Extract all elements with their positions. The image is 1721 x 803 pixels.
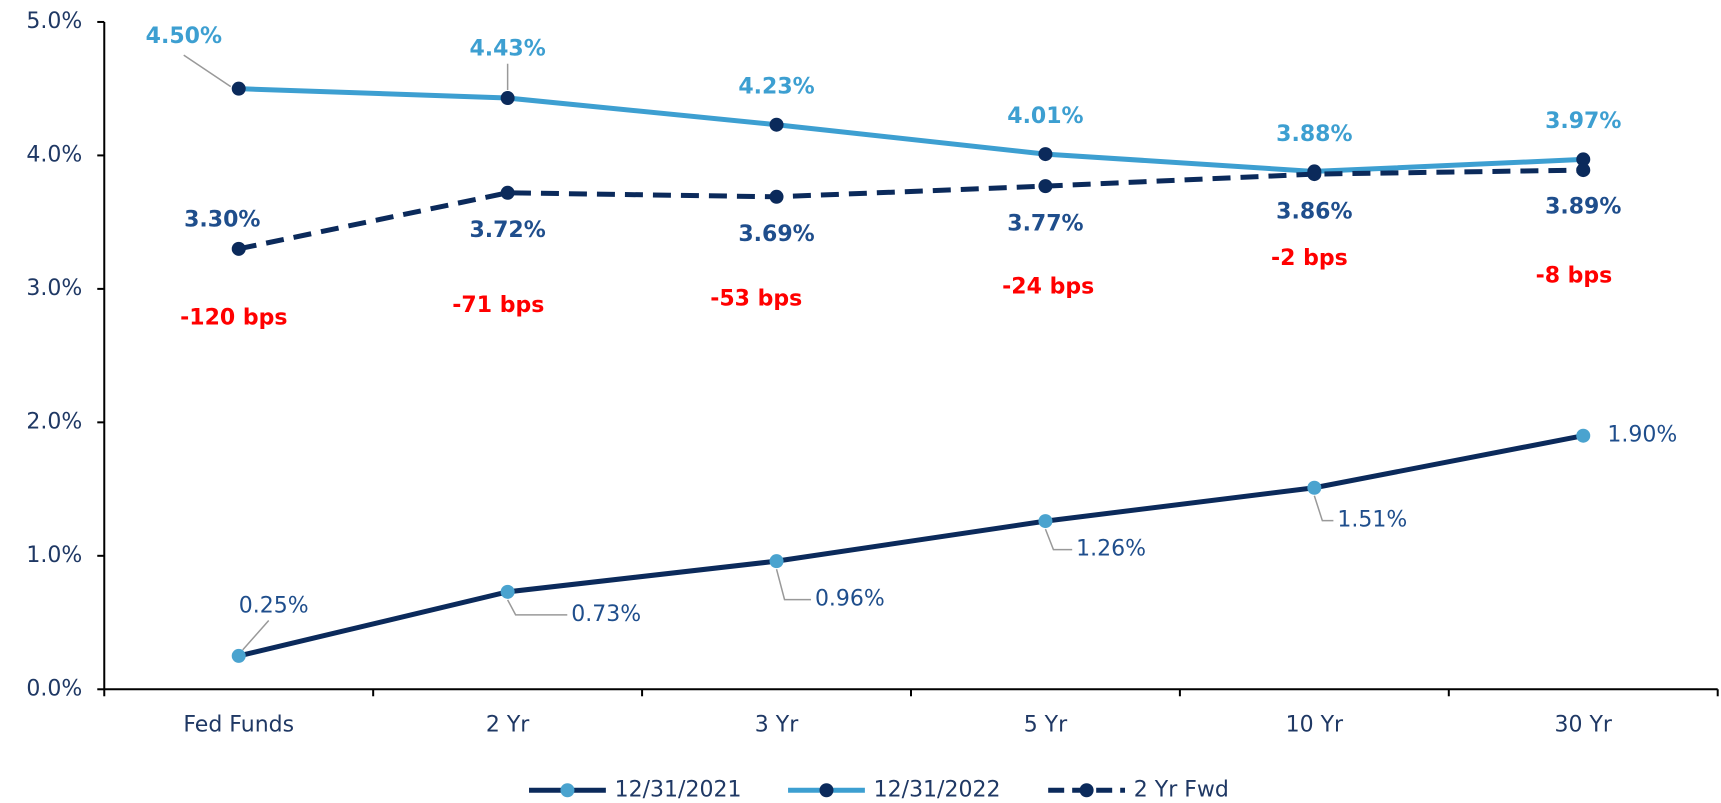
- data-label: 1.51%: [1337, 508, 1407, 533]
- data-label: 3.69%: [738, 222, 814, 247]
- data-label: 3.72%: [469, 218, 545, 243]
- legend-label: 12/31/2021: [615, 777, 742, 802]
- marker: [1307, 167, 1322, 182]
- marker: [1038, 147, 1053, 162]
- series-line: [238, 86, 1584, 174]
- marker: [500, 91, 515, 106]
- annotation: -2 bps: [1271, 246, 1348, 271]
- data-label: 0.73%: [571, 602, 641, 627]
- legend-marker: [819, 783, 834, 798]
- data-label: 4.01%: [1007, 104, 1083, 129]
- leader-line: [1313, 495, 1334, 522]
- marker: [1576, 428, 1591, 443]
- x-tick-label: Fed Funds: [183, 712, 294, 737]
- marker: [1576, 152, 1591, 167]
- y-tick-label: 5.0%: [26, 9, 82, 34]
- marker: [500, 185, 515, 200]
- data-label: 4.43%: [469, 37, 545, 62]
- marker: [231, 241, 246, 256]
- data-label: 3.77%: [1007, 212, 1083, 237]
- series-line: [238, 167, 1584, 252]
- annotation: -71 bps: [452, 293, 544, 318]
- marker: [1307, 480, 1322, 495]
- leader-line: [242, 620, 270, 651]
- data-label: 4.50%: [146, 24, 222, 49]
- data-label: 4.23%: [738, 74, 814, 99]
- legend-label: 12/31/2022: [874, 777, 1001, 802]
- data-label: 0.25%: [239, 594, 309, 619]
- marker: [1038, 514, 1053, 529]
- data-label: 1.90%: [1607, 423, 1677, 448]
- marker: [231, 648, 246, 663]
- x-tick-label: 5 Yr: [1024, 712, 1068, 737]
- leader-line: [506, 599, 568, 616]
- data-label: 3.30%: [184, 207, 260, 232]
- marker: [1038, 179, 1053, 194]
- y-tick-label: 2.0%: [26, 409, 82, 434]
- data-label: 3.97%: [1545, 109, 1621, 134]
- marker: [500, 584, 515, 599]
- data-label: 3.88%: [1276, 122, 1352, 147]
- x-tick-label: 30 Yr: [1555, 712, 1613, 737]
- leader-line: [775, 568, 811, 601]
- marker: [231, 81, 246, 96]
- leader-line: [183, 54, 232, 88]
- data-label: 1.26%: [1076, 537, 1146, 562]
- y-tick-label: 0.0%: [26, 676, 82, 701]
- legend-label: 2 Yr Fwd: [1134, 777, 1229, 802]
- marker: [769, 554, 784, 569]
- leader-line: [1044, 528, 1073, 551]
- x-tick-label: 3 Yr: [755, 712, 799, 737]
- legend-marker: [560, 783, 575, 798]
- annotation: -8 bps: [1536, 264, 1613, 289]
- marker: [1576, 163, 1591, 178]
- marker: [769, 189, 784, 204]
- y-tick-label: 3.0%: [26, 276, 82, 301]
- annotation: -120 bps: [180, 305, 287, 330]
- data-label: 0.96%: [815, 587, 885, 612]
- marker: [769, 117, 784, 132]
- series-line: [238, 433, 1584, 659]
- annotation: -24 bps: [1002, 275, 1094, 300]
- y-tick-label: 4.0%: [26, 142, 82, 167]
- annotation: -53 bps: [710, 287, 802, 312]
- legend: 12/31/2021 12/31/2022 2 Yr Fwd: [529, 777, 1229, 802]
- y-tick-label: 1.0%: [26, 543, 82, 568]
- x-tick-label: 10 Yr: [1286, 712, 1344, 737]
- data-label: 3.86%: [1276, 200, 1352, 225]
- x-tick-label: 2 Yr: [486, 712, 530, 737]
- legend-marker: [1079, 783, 1094, 798]
- data-label: 3.89%: [1545, 194, 1621, 219]
